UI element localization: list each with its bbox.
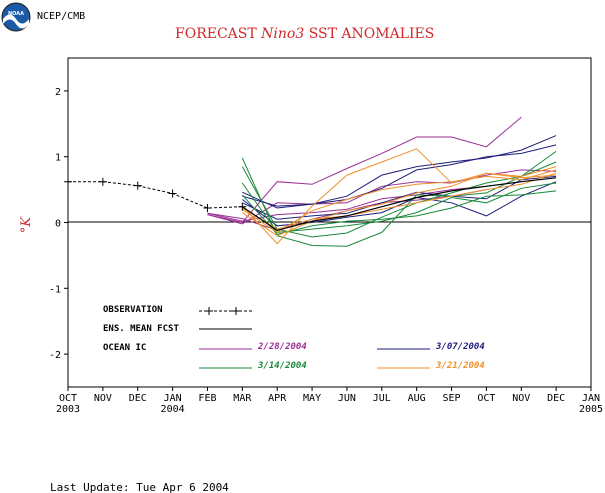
legend-mar07-label: 3/07/2004 bbox=[435, 342, 485, 352]
x-tick-label: DEC bbox=[547, 393, 565, 404]
legend-mar14-label: 3/14/2004 bbox=[257, 361, 307, 371]
x-tick-label: JAN bbox=[582, 393, 600, 404]
y-tick-label: 2 bbox=[55, 87, 61, 98]
agency-label: NCEP/CMB bbox=[37, 11, 85, 22]
title-part-3: SST ANOMALIES bbox=[304, 26, 434, 42]
observation-point bbox=[168, 189, 177, 198]
chart-title: FORECAST Nino3 SST ANOMALIES bbox=[175, 26, 434, 42]
series-line-mar21 bbox=[242, 172, 557, 230]
x-tick-label: MAY bbox=[303, 393, 321, 404]
ensemble-mean-series bbox=[241, 177, 557, 232]
series-line-mar14 bbox=[241, 190, 557, 235]
series-line-mar21 bbox=[242, 172, 557, 237]
observation-series bbox=[64, 177, 247, 213]
noaa-logo-icon: NOAA bbox=[1, 2, 31, 32]
legend-observation-marker-1 bbox=[205, 307, 213, 315]
legend-observation-label: OBSERVATION bbox=[103, 305, 163, 315]
x-tick-label: 2004 bbox=[161, 404, 185, 415]
last-update-label: Last Update: Tue Apr 6 2004 bbox=[50, 481, 229, 493]
observation-point bbox=[133, 181, 142, 190]
y-tick-label: 0 bbox=[55, 219, 61, 230]
series-line-mar14 bbox=[241, 157, 557, 247]
series-line-mar21 bbox=[242, 169, 557, 233]
x-tick-label: AUG bbox=[408, 393, 426, 404]
legend: OBSERVATION ENS. MEAN FCST OCEAN IC 2/28… bbox=[103, 305, 485, 371]
forecast-series bbox=[207, 116, 557, 247]
x-tick-label: OCT bbox=[477, 393, 495, 404]
observation-point bbox=[238, 202, 247, 211]
series-line-mar21 bbox=[241, 148, 557, 245]
x-tick-label: JUL bbox=[373, 393, 391, 404]
series-line-mar14 bbox=[241, 150, 557, 238]
x-tick-label: MAR bbox=[233, 393, 252, 404]
x-tick-label: OCT bbox=[59, 393, 77, 404]
title-part-1: FORECAST bbox=[175, 26, 261, 42]
x-tick-label: NOV bbox=[94, 393, 112, 404]
observation-point bbox=[203, 204, 212, 213]
x-tick-label: FEB bbox=[198, 393, 216, 404]
y-tick-label: -1 bbox=[49, 284, 61, 295]
y-ticks: -2 -1 0 1 2 bbox=[49, 87, 68, 361]
x-tick-label: 2005 bbox=[579, 404, 603, 415]
series-line-mar07 bbox=[242, 175, 557, 220]
x-tick-label: JAN bbox=[164, 393, 182, 404]
x-tick-label: 2003 bbox=[56, 404, 80, 415]
series-line-feb28 bbox=[207, 116, 522, 224]
legend-mar21-label: 3/21/2004 bbox=[435, 361, 485, 371]
y-tick-label: -2 bbox=[49, 350, 61, 361]
x-tick-label: NOV bbox=[512, 393, 530, 404]
legend-ens-label: ENS. MEAN FCST bbox=[103, 324, 179, 334]
observation-point bbox=[64, 177, 72, 186]
x-tick-label: DEC bbox=[129, 393, 147, 404]
series-line-mar07 bbox=[242, 135, 557, 209]
legend-ocean-label: OCEAN IC bbox=[103, 343, 146, 353]
x-tick-label: JUN bbox=[338, 393, 356, 404]
legend-feb28-label: 2/28/2004 bbox=[257, 342, 307, 352]
legend-observation-marker-2 bbox=[232, 307, 240, 315]
title-part-2: Nino3 bbox=[260, 26, 304, 42]
series-line-mar07 bbox=[242, 144, 557, 207]
x-tick-label: SEP bbox=[443, 393, 461, 404]
observation-point bbox=[98, 177, 107, 186]
x-tick-label: APR bbox=[268, 393, 287, 404]
noaa-logo-text: NOAA bbox=[8, 11, 24, 17]
y-tick-label: 1 bbox=[55, 153, 61, 164]
observation-line bbox=[68, 181, 243, 209]
y-axis-label: °K bbox=[19, 216, 34, 234]
ensemble-mean-line bbox=[241, 177, 557, 232]
